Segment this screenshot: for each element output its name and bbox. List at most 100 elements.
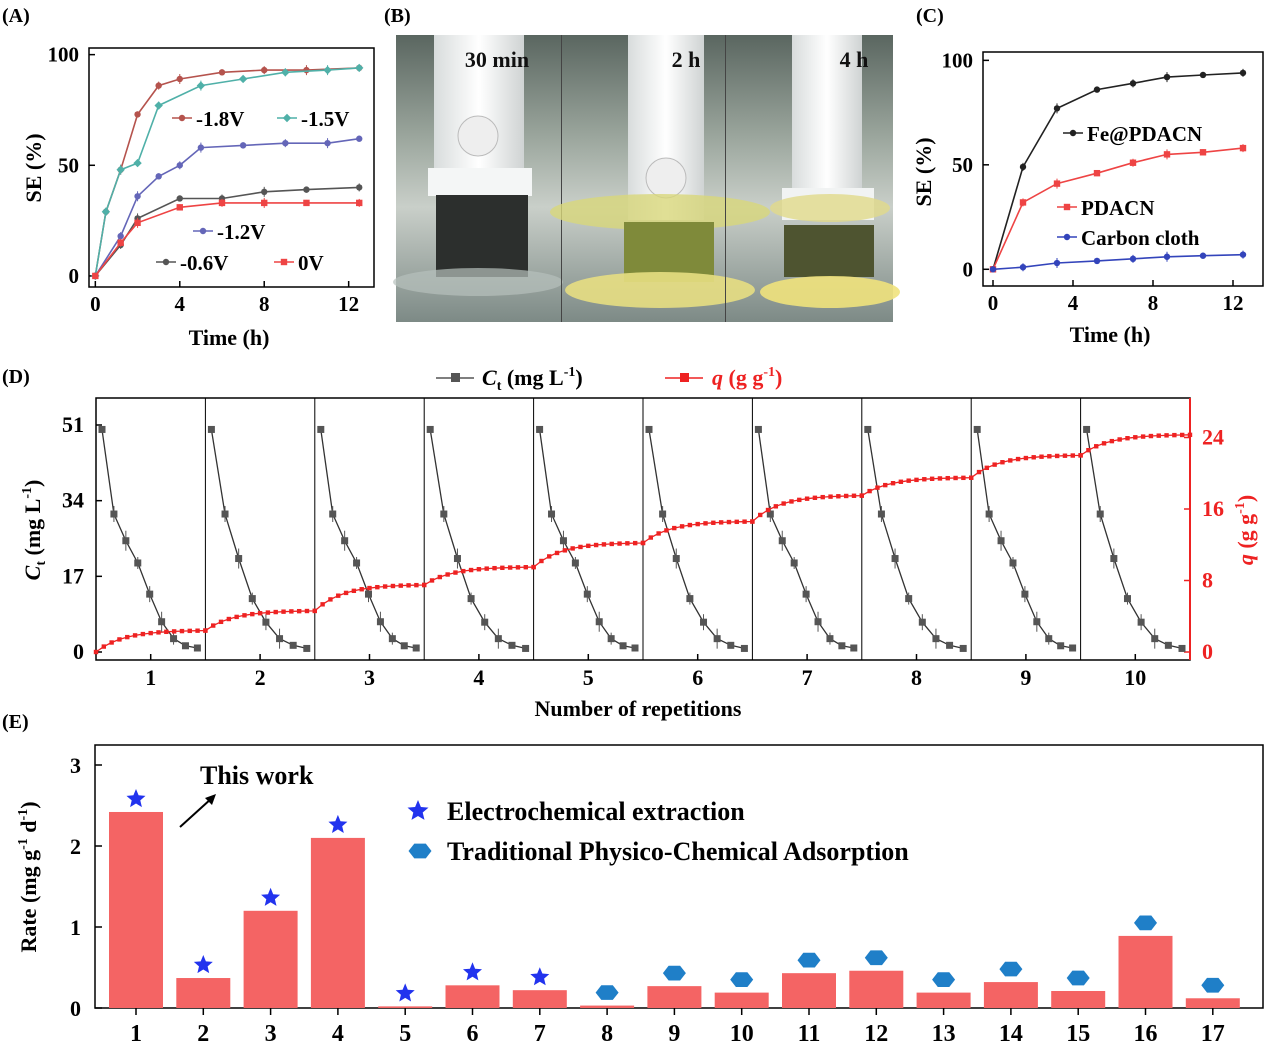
q-point: [523, 565, 528, 570]
data-point: [1239, 251, 1247, 258]
q-point: [648, 535, 654, 540]
q-point: [539, 558, 544, 564]
y-tick-label: 1: [70, 915, 81, 940]
x-tick-label: 7: [534, 1021, 546, 1047]
ct-point: [170, 635, 178, 643]
ct-point: [536, 425, 544, 433]
data-point: [176, 162, 183, 169]
q-point: [1117, 437, 1122, 442]
q-point: [242, 613, 247, 618]
ct-point: [303, 644, 311, 652]
panel-label-e: (E): [2, 711, 29, 733]
y-tick-label: 50: [952, 153, 973, 177]
q-point: [875, 485, 880, 490]
data-point: [1199, 252, 1207, 259]
ct-line: [1085, 429, 1183, 650]
q-point: [234, 614, 239, 620]
ct-point: [207, 425, 215, 433]
ct-point: [1123, 595, 1131, 603]
category-marker: [864, 950, 888, 966]
ct-point: [1096, 510, 1104, 518]
legend-marker: [199, 227, 207, 235]
q-point: [797, 497, 802, 503]
data-point: [281, 68, 290, 77]
ct-point: [645, 425, 653, 433]
series-line: [992, 147, 1244, 270]
ct-point: [248, 595, 256, 603]
q-point: [984, 465, 990, 471]
holder-knob: [645, 157, 687, 199]
ct-point: [814, 618, 822, 626]
data-point: [356, 135, 363, 142]
y-tick-label: 2: [70, 834, 81, 859]
x-tick-label: 6: [467, 1021, 479, 1047]
solution-surface: [393, 268, 563, 296]
y-tick-label: 0: [70, 996, 81, 1021]
x-tick-label: 8: [911, 665, 922, 690]
q-point: [758, 512, 763, 518]
ct-point: [1033, 618, 1041, 626]
ct-point: [289, 641, 297, 649]
x-tick-label: 5: [399, 1021, 411, 1047]
q-point: [273, 609, 278, 615]
x-tick-label: 10: [730, 1021, 754, 1047]
q-point: [734, 519, 739, 525]
q-point: [1047, 454, 1052, 459]
legend-marker-star: [407, 800, 429, 820]
x-tick-label: 12: [1223, 291, 1244, 315]
q-point: [1164, 433, 1169, 438]
category-marker: [730, 972, 754, 987]
ct-line: [648, 429, 745, 650]
q-point: [992, 462, 997, 467]
panel-c-ylabel: SE (%): [911, 137, 936, 206]
series-line: [992, 72, 1244, 270]
ct-line: [976, 429, 1073, 649]
data-point: [261, 188, 268, 196]
data-point: [1163, 253, 1171, 260]
x-tick-label: 9: [668, 1021, 680, 1047]
q-point: [687, 522, 693, 528]
x-tick-label: 4: [332, 1021, 344, 1047]
q-point: [554, 550, 560, 556]
q-point: [586, 543, 591, 549]
panel-e-chart: Rate (mg g-1 d-1) This work Electrochemi…: [16, 744, 1264, 1009]
q-point: [187, 628, 192, 634]
legend-label: Fe@PDACN: [1087, 122, 1202, 146]
x-tick-label: 8: [1148, 291, 1159, 315]
holder-base: [428, 168, 532, 196]
q-point: [773, 504, 779, 509]
q-point: [1125, 436, 1130, 441]
q-point: [1172, 432, 1177, 438]
q-point: [312, 608, 317, 614]
legend-marker: [1063, 203, 1071, 211]
q-point: [1039, 454, 1044, 459]
photo-panel-b: 30 min 2 h 4 h: [393, 35, 900, 322]
x-tick-label: 10: [1124, 665, 1146, 690]
ct-point: [146, 590, 154, 598]
x-tick-label: 7: [802, 665, 813, 690]
q-point: [718, 520, 724, 525]
ct-point: [946, 641, 954, 649]
annotation-arrow: [179, 797, 213, 828]
q-point: [132, 633, 138, 638]
category-marker: [395, 983, 415, 1002]
data-point: [1019, 163, 1027, 171]
panel-label-a: (A): [2, 5, 30, 27]
q-point: [789, 499, 794, 504]
ct-point: [412, 644, 420, 652]
ct-point: [1083, 425, 1091, 433]
data-point: [356, 199, 363, 207]
ct-point: [110, 510, 118, 518]
ct-point: [686, 595, 694, 603]
x-tick-label: 9: [1020, 665, 1031, 690]
x-tick-label: 3: [265, 1021, 277, 1047]
ct-point: [1137, 618, 1145, 626]
data-point: [134, 219, 141, 227]
data-point: [239, 142, 247, 149]
x-tick-label: 8: [259, 292, 270, 316]
ct-point: [440, 510, 448, 518]
category-marker: [797, 952, 821, 968]
data-point: [1053, 180, 1061, 187]
